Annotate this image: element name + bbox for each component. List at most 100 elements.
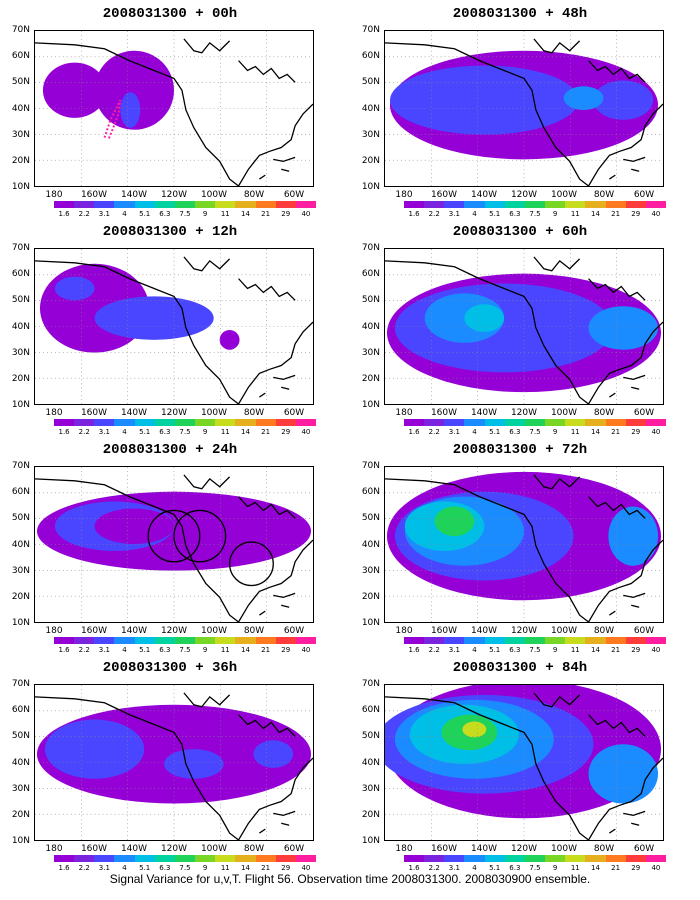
latitude-tick-label: 60N — [361, 51, 380, 62]
colorbar-tick-label: 21 — [611, 428, 621, 436]
colorbar-swatch — [74, 419, 95, 426]
latitude-tick-label: 30N — [361, 783, 380, 794]
colorbar-tick-label: 4 — [122, 428, 127, 436]
latitude-tick-label: 40N — [11, 103, 30, 114]
longitude-tick-label: 80W — [243, 408, 265, 418]
colorbar-tick-label: 29 — [281, 210, 291, 218]
colorbar-swatch — [74, 637, 95, 644]
colorbar-tick-label: 2.2 — [428, 646, 440, 654]
colorbar-swatch — [215, 201, 236, 208]
colorbar-swatch — [585, 855, 606, 862]
colorbar-swatch — [215, 419, 236, 426]
longitude-labels: 180 160W 140W 120W 100W 80W 60W — [384, 844, 664, 856]
latitude-tick-label: 20N — [361, 155, 380, 166]
colorbar-swatch — [605, 855, 626, 862]
colorbar-tick-label: 7.5 — [179, 210, 191, 218]
colorbar-swatch — [424, 637, 445, 644]
latitude-tick-label: 10N — [11, 836, 30, 846]
colorbar-swatch — [464, 637, 485, 644]
variance-map — [385, 467, 663, 622]
coastline — [183, 692, 296, 834]
coastline — [385, 696, 663, 840]
longitude-tick-label: 120W — [510, 626, 538, 636]
colorbar-tick-label: 1.6 — [58, 646, 70, 654]
longitude-tick-label: 100W — [200, 626, 228, 636]
colorbar-tick-label: 14 — [240, 646, 250, 654]
colorbar-swatch — [174, 201, 196, 208]
longitude-tick-label: 180 — [395, 844, 413, 854]
latitude-tick-label: 40N — [11, 757, 30, 768]
colorbar-tick-label: 6.3 — [509, 864, 521, 872]
colorbar-swatch — [524, 201, 546, 208]
colorbar-tick-label: 6.3 — [159, 428, 171, 436]
colorbar-swatch — [134, 637, 155, 644]
colorbar-swatch — [404, 855, 425, 862]
colorbar-tick-label: 1.6 — [408, 428, 420, 436]
colorbar — [404, 201, 667, 208]
longitude-tick-label: 140W — [120, 408, 148, 418]
colorbar-swatch — [94, 419, 115, 426]
colorbar-tick-label: 29 — [631, 646, 641, 654]
longitude-tick-label: 80W — [593, 844, 615, 854]
latitude-tick-label: 20N — [11, 373, 30, 384]
colorbar-swatch — [275, 855, 296, 862]
colorbar-tick-label: 11 — [220, 646, 230, 654]
colorbar-swatch — [54, 419, 75, 426]
longitude-tick-label: 160W — [80, 408, 108, 418]
colorbar-labels: 1.6 2.2 3.1 4 5.1 6.3 7.5 9 11 14 21 29 40 — [404, 210, 666, 218]
colorbar-swatch — [424, 419, 445, 426]
variance-contour-fill — [164, 749, 224, 779]
colorbar-labels: 1.6 2.2 3.1 4 5.1 6.3 7.5 9 11 14 21 29 40 — [404, 646, 666, 654]
colorbar-tick-label: 3.1 — [98, 646, 110, 654]
latitude-tick-label: 30N — [11, 565, 30, 576]
flight-track — [103, 99, 122, 140]
latitude-tick-label: 50N — [11, 295, 30, 306]
colorbar-tick-label: 6.3 — [159, 646, 171, 654]
longitude-tick-label: 120W — [510, 190, 538, 200]
colorbar-tick-label: 9 — [552, 210, 558, 218]
map-area — [384, 248, 664, 405]
colorbar-swatch — [275, 419, 296, 426]
colorbar-swatch — [154, 855, 175, 862]
latitude-tick-label: 70N — [11, 25, 30, 35]
colorbar-tick-label: 40 — [651, 864, 661, 872]
latitude-tick-label: 70N — [361, 25, 380, 35]
colorbar-swatch — [195, 637, 216, 644]
colorbar-tick-label: 40 — [651, 646, 661, 654]
colorbar-tick-label: 40 — [651, 210, 661, 218]
colorbar-swatch — [295, 419, 317, 426]
longitude-tick-label: 100W — [200, 408, 228, 418]
observation-circle — [173, 509, 227, 563]
coastline — [35, 696, 313, 840]
colorbar-tick-label: 21 — [611, 646, 621, 654]
colorbar-swatch — [545, 637, 566, 644]
longitude-tick-label: 120W — [510, 408, 538, 418]
colorbar-tick-label: 11 — [570, 646, 580, 654]
latitude-tick-label: 20N — [11, 155, 30, 166]
longitude-tick-label: 120W — [160, 844, 188, 854]
colorbar-tick-label: 21 — [261, 210, 271, 218]
colorbar-tick-label: 6.3 — [509, 428, 521, 436]
colorbar-swatch — [195, 419, 216, 426]
variance-map — [35, 685, 313, 840]
panel-title: 2008031300 + 12h — [102, 224, 238, 240]
colorbar-swatch — [585, 637, 606, 644]
colorbar — [404, 419, 667, 426]
coastline — [533, 256, 646, 398]
longitude-labels: 180 160W 140W 120W 100W 80W 60W — [34, 844, 314, 856]
colorbar-tick-label: 14 — [590, 646, 600, 654]
latitude-tick-label: 30N — [361, 565, 380, 576]
latitude-tick-label: 50N — [361, 295, 380, 306]
colorbar-swatch — [255, 419, 276, 426]
figure-caption: Signal Variance for u,v,T. Flight 56. Ob… — [109, 872, 591, 886]
map-area — [384, 466, 664, 623]
colorbar — [54, 201, 317, 208]
longitude-tick-label: 60W — [283, 626, 305, 636]
colorbar-swatch — [605, 637, 626, 644]
latitude-tick-label: 40N — [361, 757, 380, 768]
latitude-labels: 70N 60N 50N 40N 30N 20N 10N — [0, 679, 32, 846]
latitude-tick-label: 50N — [11, 77, 30, 88]
colorbar-swatch — [54, 201, 75, 208]
longitude-tick-label: 180 — [395, 408, 413, 418]
longitude-tick-label: 100W — [550, 626, 578, 636]
